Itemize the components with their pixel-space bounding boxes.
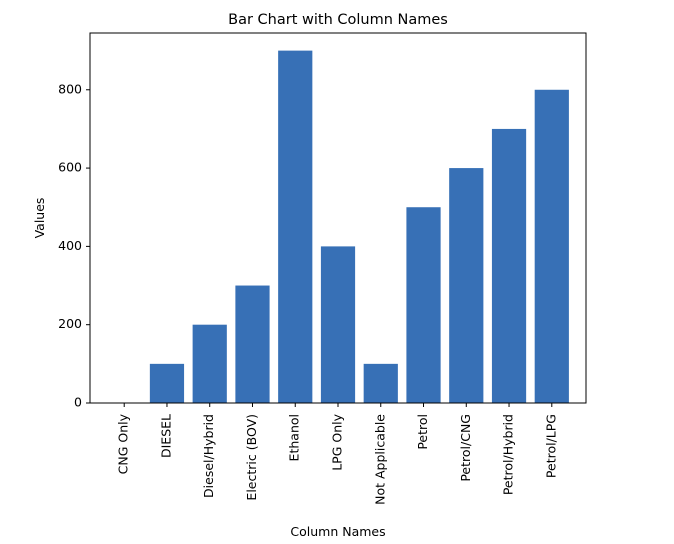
x-tick-label: Petrol/CNG [458, 414, 473, 482]
x-tick-label: Petrol/LPG [543, 414, 558, 478]
bar-lpg-only [320, 246, 356, 403]
y-axis-label: Values [32, 198, 47, 239]
bar-diesel-hybrid [192, 324, 227, 403]
x-tick-label: Electric (BOV) [244, 414, 259, 501]
bar-petrol-lpg [534, 89, 569, 404]
bar-not-applicable [363, 363, 398, 403]
x-tick-label: Diesel/Hybrid [201, 414, 216, 498]
x-axis-label: Column Names [290, 524, 385, 539]
y-tick-label: 600 [58, 160, 82, 175]
y-tick-label: 0 [74, 395, 82, 410]
y-tick-label: 200 [58, 316, 82, 331]
bars-group [149, 50, 569, 404]
plot-frame [89, 32, 587, 404]
y-axis: 0 200 400 600 800 [58, 81, 90, 410]
x-tick-label: LPG Only [330, 413, 345, 470]
bar-petrol-hybrid [491, 128, 527, 403]
bar-diesel [149, 363, 185, 403]
x-tick-label: Petrol/Hybrid [501, 414, 516, 495]
bar-petrol-cng [449, 168, 484, 403]
chart-title: Bar Chart with Column Names [228, 12, 448, 28]
bar-ethanol [278, 50, 313, 404]
x-tick-label: Not Applicable [372, 414, 387, 505]
x-tick-label: Ethanol [287, 414, 302, 461]
x-tick-label: DIESEL [158, 414, 173, 458]
bar-petrol [406, 207, 441, 403]
y-tick-label: 800 [58, 81, 82, 96]
bar-electric-bov [235, 285, 270, 403]
x-tick-label: CNG Only [116, 413, 131, 474]
x-axis: CNG Only DIESEL Diesel/Hybrid Electric (BOV… [116, 403, 558, 505]
y-tick-label: 400 [58, 238, 82, 253]
x-tick-label: Petrol [415, 414, 430, 450]
